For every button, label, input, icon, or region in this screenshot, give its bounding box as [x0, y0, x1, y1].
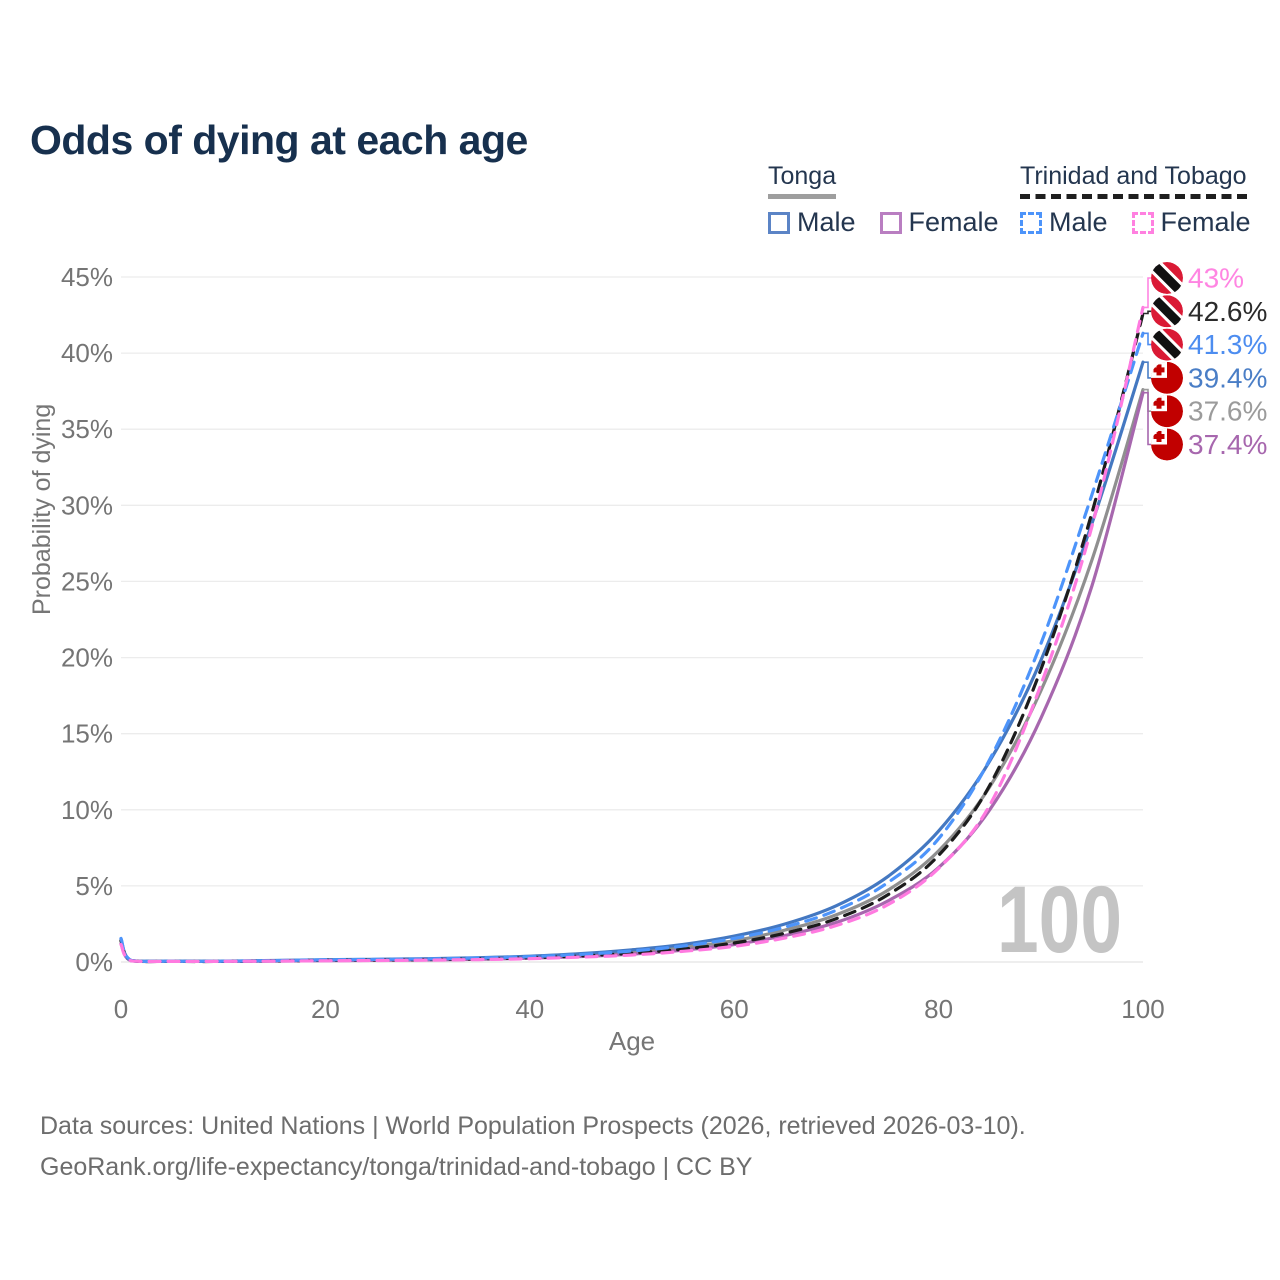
legend-country-tonga[interactable]: Tonga: [768, 162, 837, 199]
legend-label: Male: [797, 207, 856, 237]
end-label-connector: [1143, 310, 1151, 315]
y-tick-label: 35%: [61, 414, 113, 444]
series-line-trinidad-and-tobago-male[interactable]: [119, 331, 1145, 963]
hover-age-watermark: 100: [997, 867, 1122, 973]
series-line-tonga-both-sexes[interactable]: [119, 388, 1145, 963]
y-tick-label: 15%: [61, 719, 113, 749]
end-value-label: 39.4%: [1188, 362, 1267, 393]
tt-male-swatch-icon: [1020, 211, 1042, 234]
series-line-trinidad-and-tobago-both-sexes[interactable]: [119, 311, 1145, 964]
x-tick-label: 20: [311, 994, 340, 1024]
legend-group-trinidad-and-tobago: Trinidad and Tobago Male Female: [1020, 162, 1251, 238]
page-title: Odds of dying at each age: [30, 117, 528, 164]
legend-label: Female: [908, 207, 999, 237]
y-tick-label: 25%: [61, 566, 113, 596]
y-tick-label: 0%: [75, 947, 113, 977]
end-value-label: 41.3%: [1188, 329, 1267, 360]
series-line-tonga-male[interactable]: [119, 360, 1145, 963]
tonga-flag-icon: [1151, 395, 1183, 428]
trinidad-and-tobago-flag-icon: [1151, 295, 1183, 328]
tonga-female-swatch-icon: [879, 211, 902, 234]
end-value-label: 42.6%: [1188, 296, 1267, 327]
legend-country-trinidad-and-tobago[interactable]: Trinidad and Tobago: [1020, 162, 1247, 199]
tonga-flag-icon: [1151, 428, 1183, 461]
x-tick-label: 100: [1121, 994, 1164, 1024]
legend-item-tonga-male[interactable]: Male: [768, 207, 856, 238]
x-axis-title: Age: [608, 1026, 656, 1056]
end-label-connector: [1143, 361, 1151, 379]
end-value-label: 37.4%: [1188, 429, 1267, 460]
x-tick-label: 40: [515, 994, 544, 1024]
footer: Data sources: United Nations | World Pop…: [40, 1106, 1026, 1188]
tt-female-swatch-icon: [1131, 211, 1154, 234]
y-tick-label: 30%: [61, 490, 113, 520]
series-line-trinidad-and-tobago-female[interactable]: [119, 305, 1145, 964]
legend-group-tonga: Tonga Male Female: [768, 162, 999, 238]
legend-label: Female: [1160, 207, 1251, 237]
x-tick-label: 60: [720, 994, 749, 1024]
series-line-tonga-female[interactable]: [119, 391, 1145, 964]
trinidad-and-tobago-flag-icon: [1151, 262, 1183, 294]
end-label-connector: [1143, 391, 1151, 446]
tonga-flag-icon: [1151, 361, 1183, 394]
trinidad-and-tobago-flag-icon: [1151, 328, 1183, 361]
legend-item-tt-female[interactable]: Female: [1131, 207, 1251, 238]
end-label-connector: [1143, 277, 1151, 309]
y-tick-label: 10%: [61, 795, 113, 825]
end-value-label: 37.6%: [1188, 396, 1267, 427]
y-tick-label: 40%: [61, 338, 113, 368]
legend-item-tt-male[interactable]: Male: [1020, 207, 1108, 238]
y-tick-label: 45%: [61, 262, 113, 292]
data-sources-line: Data sources: United Nations | World Pop…: [40, 1112, 1026, 1140]
end-label-connector: [1143, 332, 1151, 346]
y-tick-label: 20%: [61, 643, 113, 673]
x-tick-label: 80: [924, 994, 953, 1024]
x-tick-label: 0: [114, 994, 128, 1024]
y-tick-label: 5%: [75, 871, 113, 901]
legend-label: Male: [1049, 207, 1108, 237]
legend-item-tonga-female[interactable]: Female: [879, 207, 999, 238]
end-value-label: 43%: [1188, 263, 1244, 294]
attribution-line: GeoRank.org/life-expectancy/tonga/trinid…: [40, 1153, 753, 1181]
tonga-male-swatch-icon: [768, 211, 790, 234]
